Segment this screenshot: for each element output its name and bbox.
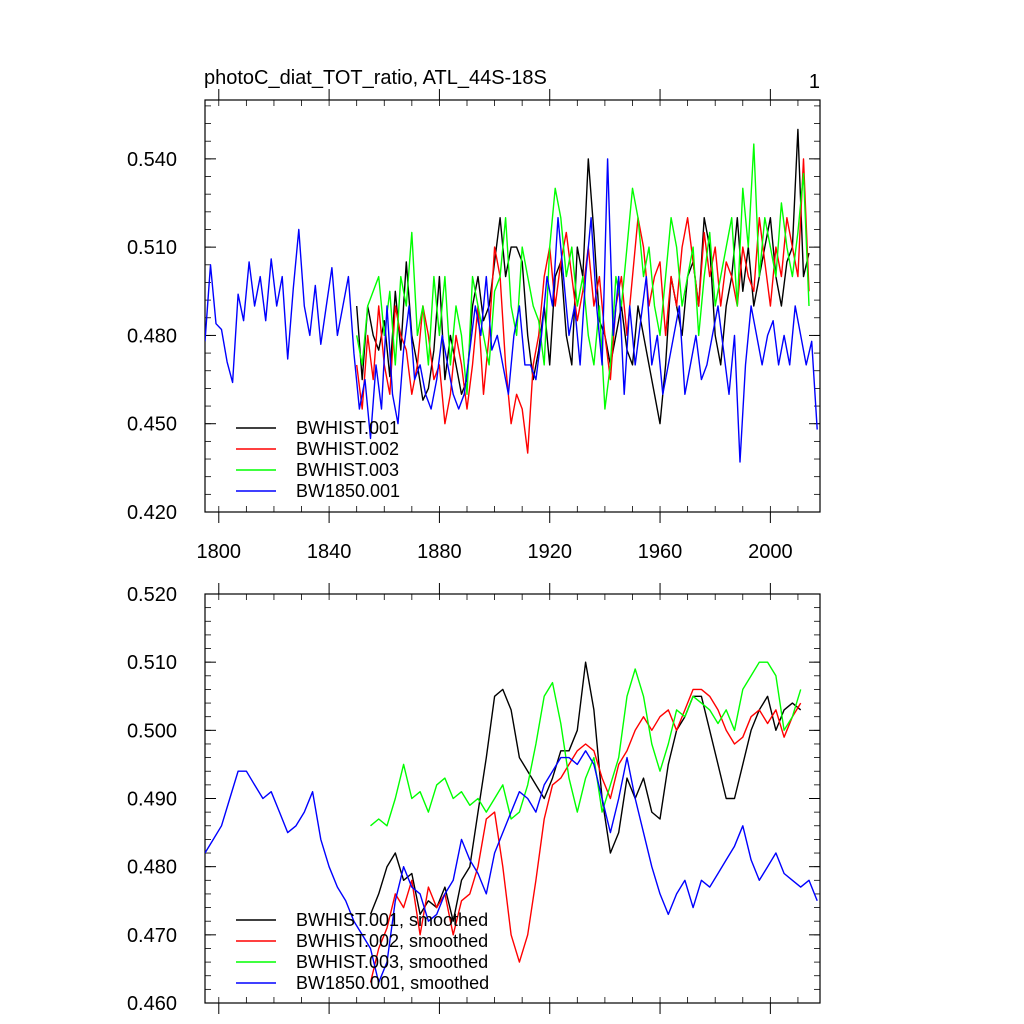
legend-label: BWHIST.003, smoothed [296, 952, 488, 972]
y-tick-label: 0.540 [127, 149, 177, 171]
panel-number: 1 [809, 71, 820, 93]
legend-label: BWHIST.001 [296, 418, 399, 438]
plot-frame [204, 99, 821, 513]
legend-label: BW1850.001 [296, 481, 400, 501]
legend-label: BW1850.001, smoothed [296, 973, 489, 993]
x-tick-label: 1880 [417, 541, 462, 563]
x-tick-label: 2000 [748, 541, 793, 563]
legend-label: BWHIST.001, smoothed [296, 910, 488, 930]
series-line-4 [205, 750, 818, 984]
top-panel: 0.420 0.450 0.480 0.510 0.540 1800 1840 1880 192… [127, 89, 821, 563]
y-tick-label: 0.490 [127, 789, 177, 811]
series-line-2 [356, 158, 810, 454]
chart-title: photoC_diat_TOT_ratio, ATL_44S-18S [204, 67, 547, 89]
series-line-2 [369, 688, 802, 983]
legend-label: BWHIST.002 [296, 439, 399, 459]
y-tick-label: 0.460 [127, 993, 177, 1015]
series-line-4 [205, 158, 818, 463]
y-tick-label: 0.420 [127, 502, 177, 524]
y-tick-label: 0.480 [127, 857, 177, 879]
bottom-panel: 0.460 0.470 0.480 0.490 0.500 0.510 0.520 BWHIS… [127, 583, 821, 1015]
y-tick-label: 0.510 [127, 237, 177, 259]
series-line-3 [370, 661, 802, 827]
series-line-3 [356, 143, 810, 410]
legend-label: BWHIST.003 [296, 460, 399, 480]
y-tick-label: 0.500 [127, 720, 177, 742]
legend-label: BWHIST.002, smoothed [296, 931, 488, 951]
y-tick-label: 0.510 [127, 652, 177, 674]
x-tick-label: 1920 [527, 541, 572, 563]
y-tick-label: 0.520 [127, 584, 177, 606]
y-tick-label: 0.450 [127, 414, 177, 436]
y-tick-label: 0.480 [127, 325, 177, 347]
x-tick-label: 1960 [638, 541, 683, 563]
x-tick-label: 1800 [197, 541, 242, 563]
series-line-1 [369, 661, 802, 922]
y-tick-label: 0.470 [127, 925, 177, 947]
x-tick-label: 1840 [307, 541, 352, 563]
